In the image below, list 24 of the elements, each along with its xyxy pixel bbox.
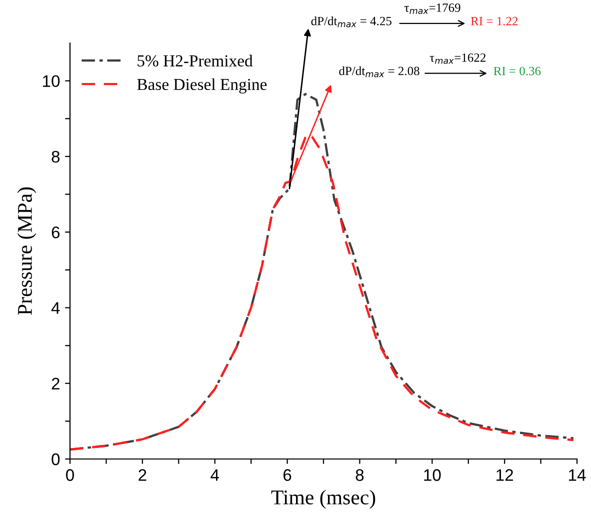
legend-label: Base Diesel Engine xyxy=(137,78,267,94)
y-tick-label: 0 xyxy=(52,453,60,466)
x-tick-label: 6 xyxy=(284,469,292,481)
y-tick-label: 2 xyxy=(52,378,60,390)
y-tick-label: 6 xyxy=(52,226,60,238)
x-axis-title: Time (msec) xyxy=(271,490,376,509)
text: RI = 1.22 xyxy=(470,16,518,26)
y-axis-title: Pressure (MPa) xyxy=(17,187,36,315)
y-tick-label: 10 xyxy=(43,75,60,88)
x-tick-label: 14 xyxy=(569,469,586,481)
annotation: τ$_{max}$=1622 xyxy=(430,53,486,64)
x-tick-label: 8 xyxy=(356,469,364,481)
annotation: dP/dt$_{max}$ = 4.25 xyxy=(311,16,392,28)
y-tick-label: 4 xyxy=(51,302,60,314)
annotation: dP/dt$_{max}$ = 2.08 xyxy=(339,66,420,78)
y-tick-label: 8 xyxy=(52,150,60,163)
x-tick-label: 4 xyxy=(210,469,220,481)
x-tick-label: 0 xyxy=(66,469,74,481)
text: τ$_{max}$=1769 xyxy=(404,4,460,14)
legend-label: 5% H2-Premixed xyxy=(138,54,253,67)
x-tick-label: 12 xyxy=(496,469,514,481)
x-tick-label: 10 xyxy=(424,469,441,481)
x-tick-label: 2 xyxy=(138,469,146,481)
annotation: RI = 0.36 xyxy=(494,66,541,76)
